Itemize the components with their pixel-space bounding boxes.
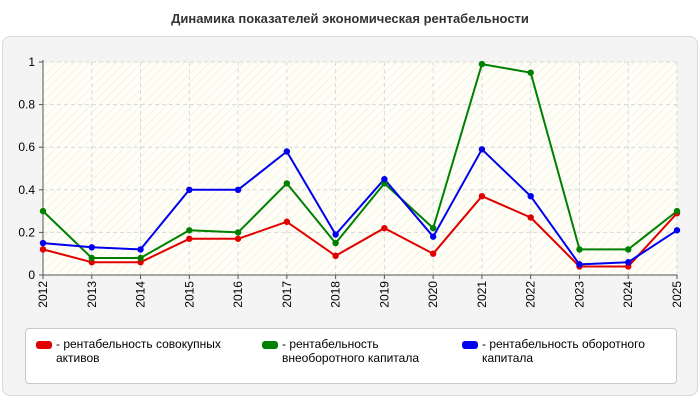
- data-point-series-1: [381, 224, 388, 232]
- data-point-series-2: [234, 229, 242, 236]
- legend-label: - рентабельность внеоборотного капитала: [282, 337, 419, 365]
- x-tick-label: 2018: [329, 281, 343, 308]
- x-tick-label: 2025: [670, 281, 684, 308]
- x-tick-label: 2017: [280, 281, 294, 308]
- data-point-series-3: [478, 146, 486, 153]
- y-tick-label: 0.2: [18, 225, 35, 239]
- x-tick-label: 2024: [621, 281, 635, 308]
- legend-swatch-green: [262, 341, 278, 349]
- x-tick-label: 2015: [182, 281, 196, 308]
- data-point-series-2: [625, 246, 632, 253]
- data-point-series-1: [283, 218, 291, 225]
- data-point-series-1: [527, 214, 534, 221]
- series-line-1: [42, 195, 678, 268]
- data-point-series-3: [186, 186, 193, 193]
- data-point-series-2: [478, 60, 486, 68]
- data-point-series-3: [39, 239, 47, 247]
- x-tick-label: 2023: [572, 281, 586, 308]
- data-point-series-1: [39, 246, 47, 253]
- legend-swatch-blue: [462, 341, 478, 349]
- series-lines: [42, 63, 678, 268]
- y-axis-ticks: 0 0.2 0.4 0.6 0.8 1: [18, 55, 43, 282]
- legend-item-total-assets: - рентабельность совокупных активов: [36, 337, 251, 365]
- legend-item-working-capital: - рентабельность оборотного капитала: [462, 337, 672, 365]
- x-tick-label: 2014: [134, 281, 148, 308]
- data-point-series-1: [429, 250, 437, 257]
- data-point-series-2: [88, 254, 95, 262]
- x-tick-label: 2022: [524, 281, 538, 308]
- x-tick-label: 2013: [85, 281, 99, 308]
- y-tick-label: 1: [28, 55, 35, 69]
- data-point-series-2: [39, 207, 47, 215]
- data-point-series-3: [576, 261, 583, 268]
- y-tick-label: 0.4: [18, 183, 35, 197]
- data-point-series-2: [186, 227, 193, 234]
- data-point-series-3: [137, 246, 144, 253]
- legend: - рентабельность совокупных активов - ре…: [25, 328, 677, 384]
- axes: [42, 60, 677, 276]
- data-point-series-1: [186, 235, 193, 242]
- data-point-series-3: [283, 148, 291, 155]
- data-point-series-2: [137, 254, 144, 262]
- data-point-series-2: [429, 224, 437, 232]
- data-point-series-3: [332, 231, 339, 238]
- data-point-series-3: [673, 227, 681, 234]
- y-tick-label: 0: [28, 268, 35, 282]
- series-points: [39, 60, 681, 270]
- series-line-3: [42, 148, 678, 266]
- chart-title: Динамика показателей экономическая рента…: [171, 11, 529, 26]
- data-point-series-3: [527, 192, 534, 200]
- x-tick-label: 2020: [426, 281, 440, 308]
- data-point-series-3: [625, 259, 632, 266]
- data-point-series-2: [283, 180, 291, 187]
- data-point-series-2: [576, 246, 583, 253]
- data-point-series-3: [88, 244, 95, 251]
- x-tick-label: 2019: [377, 281, 391, 308]
- series-line-2: [42, 63, 678, 259]
- data-point-series-2: [332, 239, 339, 247]
- y-tick-label: 0.6: [18, 140, 35, 154]
- data-point-series-1: [234, 235, 242, 242]
- legend-item-fixed-capital: - рентабельность внеоборотного капитала: [262, 337, 462, 365]
- x-axis-ticks: 2012 2013 2014 2015 2016 2017 2018 2019 2020 2021…: [36, 275, 684, 308]
- x-tick-label: 2012: [36, 281, 50, 308]
- legend-label: - рентабельность оборотного капитала: [482, 337, 645, 365]
- legend-label: - рентабельность совокупных активов: [56, 337, 221, 365]
- data-point-series-2: [527, 69, 534, 76]
- data-point-series-1: [332, 252, 339, 260]
- data-point-series-2: [673, 207, 681, 215]
- y-tick-label: 0.8: [18, 98, 35, 112]
- x-tick-label: 2021: [475, 281, 489, 308]
- data-point-series-3: [429, 233, 437, 240]
- data-point-series-1: [478, 192, 486, 200]
- x-tick-label: 2016: [231, 281, 245, 308]
- data-point-series-3: [234, 186, 242, 193]
- data-point-series-3: [381, 175, 388, 183]
- legend-swatch-red: [36, 341, 52, 349]
